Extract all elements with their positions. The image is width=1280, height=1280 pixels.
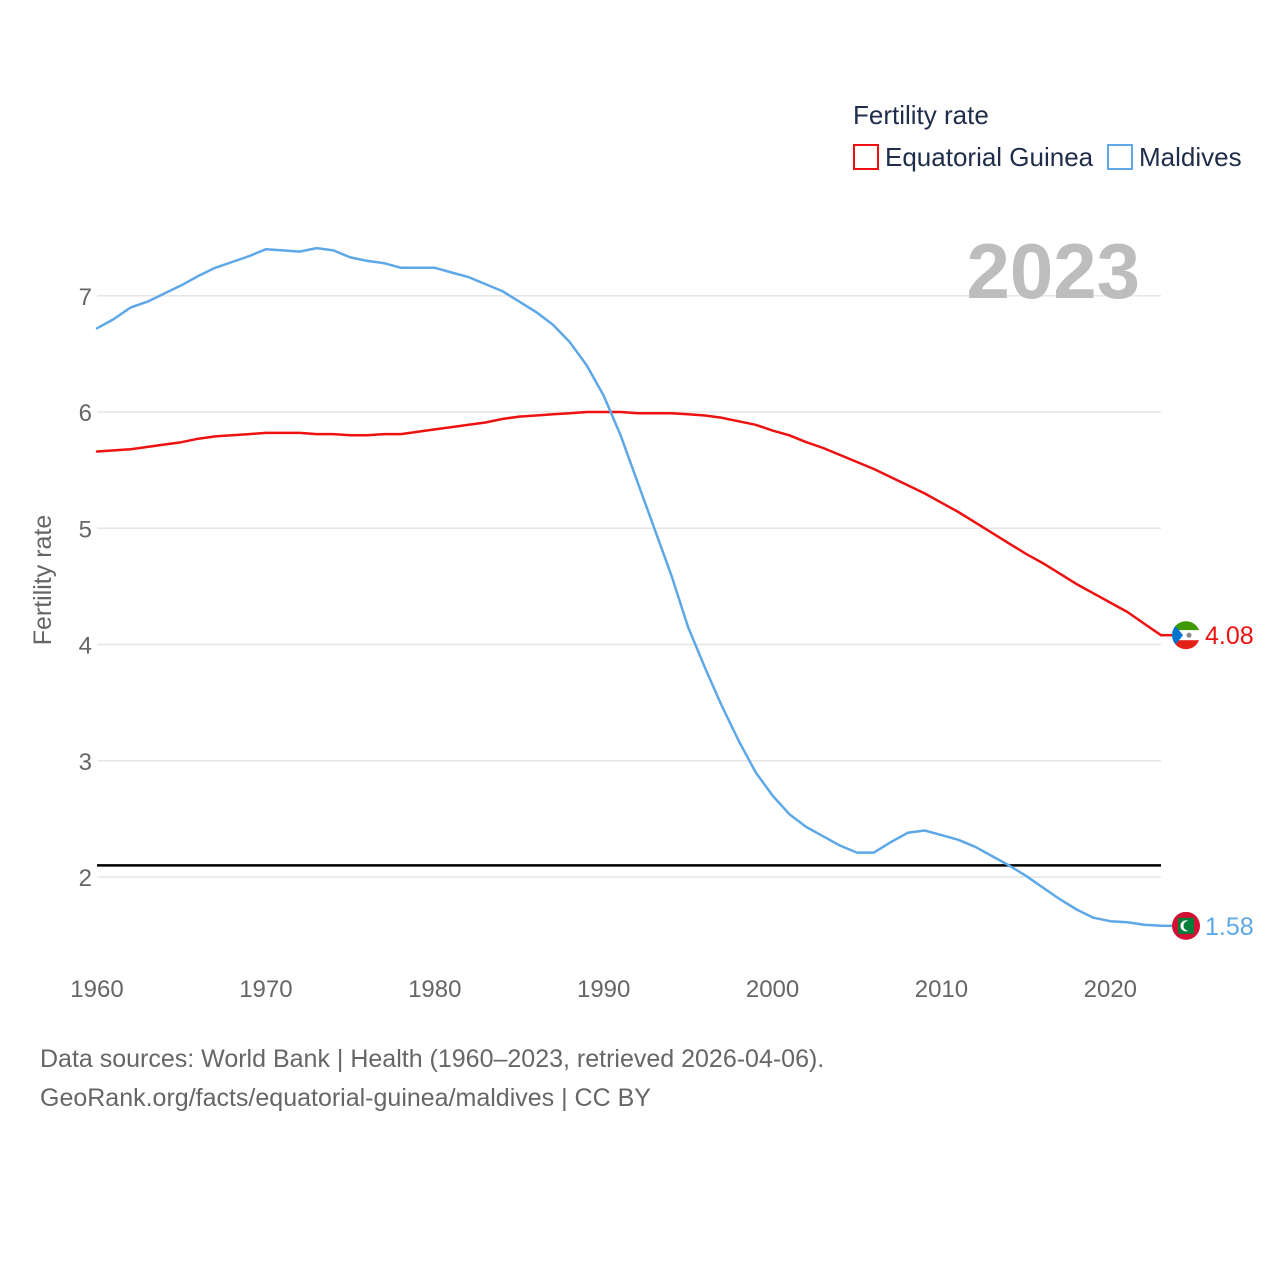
legend-label-equatorial-guinea: Equatorial Guinea	[885, 142, 1094, 172]
legend-title: Fertility rate	[853, 100, 989, 130]
legend-label-maldives: Maldives	[1139, 142, 1242, 172]
series-layer	[95, 246, 1163, 928]
x-tick-1970: 1970	[239, 976, 292, 1003]
flag-icon-equatorial-guinea	[1172, 621, 1200, 650]
legend-item-equatorial-guinea[interactable]: Equatorial Guinea	[853, 142, 1094, 172]
x-tick-1990: 1990	[577, 976, 630, 1003]
x-tick-2020: 2020	[1084, 976, 1137, 1003]
year-label: 2023	[966, 227, 1140, 315]
y-axis-label: Fertility rate	[29, 515, 57, 646]
x-tick-1980: 1980	[408, 976, 461, 1003]
series-line-maldives	[95, 246, 1163, 928]
y-tick-7: 7	[79, 284, 92, 311]
legend: Fertility rate Equatorial Guinea Maldive…	[853, 100, 1242, 172]
x-tick-2010: 2010	[915, 976, 968, 1003]
y-tick-3: 3	[79, 749, 92, 776]
y-axis-ticks: 2 3 4 5 6 7	[79, 284, 92, 892]
source-link[interactable]: GeoRank.org/facts/equatorial-guinea/mald…	[40, 1084, 651, 1112]
x-tick-1960: 1960	[70, 976, 123, 1003]
end-value-maldives: 1.58	[1205, 913, 1254, 941]
y-tick-6: 6	[79, 400, 92, 427]
end-markers: 4.08 1.58	[1161, 621, 1254, 941]
x-tick-2000: 2000	[746, 976, 799, 1003]
y-tick-4: 4	[79, 633, 92, 660]
legend-swatch-equatorial-guinea	[853, 144, 879, 170]
end-value-equatorial-guinea: 4.08	[1205, 622, 1254, 650]
data-source-note: Data sources: World Bank | Health (1960–…	[40, 1045, 825, 1073]
legend-swatch-maldives	[1107, 144, 1133, 170]
y-tick-5: 5	[79, 516, 92, 543]
grid-layer	[97, 295, 1161, 878]
y-tick-2: 2	[79, 865, 92, 892]
series-line-equatorial-guinea	[95, 410, 1163, 637]
flag-icon-maldives	[1172, 911, 1200, 940]
legend-item-maldives[interactable]: Maldives	[1107, 142, 1242, 172]
x-axis-ticks: 1960 1970 1980 1990 2000 2010 2020	[70, 976, 1137, 1003]
